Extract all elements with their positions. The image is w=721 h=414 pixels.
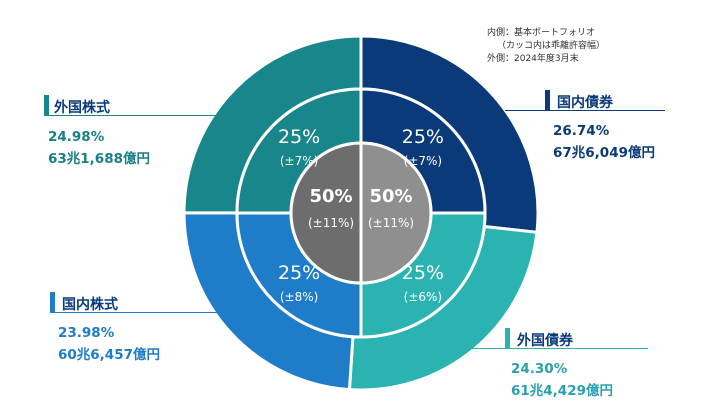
- inner-value-domestic-bonds: 25%: [402, 126, 444, 148]
- foreign-bonds-name: 外国債券: [517, 333, 573, 349]
- domestic-bonds-marker: [545, 90, 550, 110]
- note-inner-sub: （カッコ内は乖離許容幅）: [497, 41, 606, 51]
- outer-ring: [182, 34, 540, 392]
- center-right-half: [359, 141, 433, 285]
- foreign-stocks-label: 外国株式: [54, 97, 110, 125]
- center-right-value: 50%: [369, 186, 412, 207]
- inner-band-foreign-stocks: (±7%): [280, 154, 318, 168]
- note-inner: 内側：基本ポートフォリオ: [487, 28, 596, 38]
- domestic-stocks-pct: 23.98%: [58, 325, 115, 341]
- inner-band-domestic-bonds: (±7%): [404, 154, 442, 168]
- center-circle: [289, 141, 433, 285]
- center-left-band: (±11%): [308, 216, 354, 230]
- domestic-stocks-amount: 60兆6,457億円: [58, 347, 160, 363]
- foreign-bonds-label: 外国債券: [517, 330, 573, 358]
- inner-value-foreign-bonds: 25%: [402, 262, 444, 284]
- foreign-stocks-amount: 63兆1,688億円: [48, 151, 150, 167]
- domestic-bonds-pct: 26.74%: [553, 123, 610, 139]
- domestic-bonds-amount: 67兆6,049億円: [553, 145, 655, 161]
- foreign-stocks-name: 外国株式: [54, 100, 110, 116]
- domestic-stocks-values: 23.98% 60兆6,457億円: [58, 322, 160, 366]
- domestic-stocks-name: 国内株式: [62, 297, 118, 313]
- foreign-stocks-pct: 24.98%: [48, 129, 105, 145]
- domestic-bonds-name: 国内債券: [557, 95, 613, 111]
- inner-value-domestic-stocks: 25%: [278, 262, 320, 284]
- domestic-bonds-leader-line: [505, 110, 665, 111]
- center-left-half: [289, 141, 363, 285]
- domestic-bonds-label: 国内債券: [557, 92, 613, 120]
- inner-band-foreign-bonds: (±6%): [404, 290, 442, 304]
- inner-band-domestic-stocks: (±8%): [280, 290, 318, 304]
- foreign-bonds-leader-line: [470, 348, 648, 349]
- foreign-bonds-values: 24.30% 61兆4,429億円: [511, 358, 613, 402]
- foreign-stocks-leader-line: [44, 115, 234, 116]
- foreign-bonds-marker: [505, 328, 510, 348]
- center-right-band: (±11%): [368, 216, 414, 230]
- domestic-bonds-values: 26.74% 67兆6,049億円: [553, 120, 655, 164]
- domestic-stocks-label: 国内株式: [62, 294, 118, 322]
- inner-value-foreign-stocks: 25%: [278, 126, 320, 148]
- foreign-stocks-marker: [44, 95, 49, 115]
- foreign-bonds-pct: 24.30%: [511, 361, 568, 377]
- foreign-bonds-amount: 61兆4,429億円: [511, 383, 613, 399]
- ring-labels: 25% (±7%) 25% (±6%) 25% (±8%) 25% (±7%) 50% (±11%…: [278, 126, 444, 304]
- foreign-stocks-values: 24.98% 63兆1,688億円: [48, 126, 150, 170]
- center-left-value: 50%: [309, 186, 352, 207]
- domestic-stocks-marker: [50, 292, 55, 312]
- note-outer: 外側：2024年度3月末: [487, 54, 579, 64]
- domestic-stocks-leader-line: [50, 312, 250, 313]
